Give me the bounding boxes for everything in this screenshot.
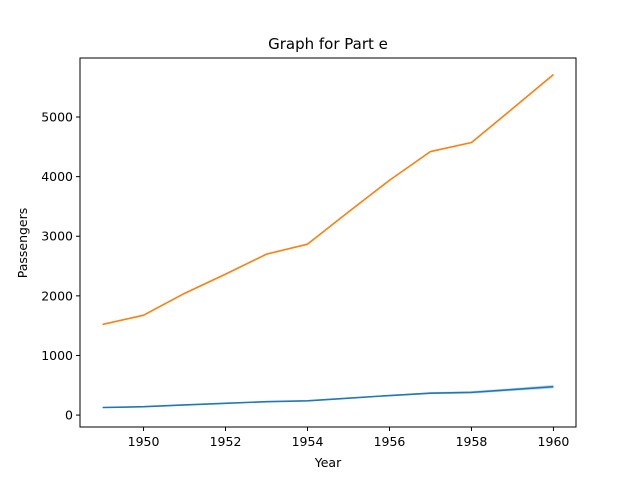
axes-frame — [79, 57, 577, 428]
y-tick-label: 0 — [65, 408, 73, 423]
x-axis: 1950 1952 1954 1956 1958 1960 — [128, 427, 570, 449]
series-2-line — [102, 73, 554, 326]
x-tick-label: 1960 — [538, 434, 570, 449]
y-tick-label: 1000 — [41, 348, 73, 363]
y-axis-label: Passengers — [15, 208, 30, 279]
x-tick-label: 1952 — [210, 434, 242, 449]
x-axis-label: Year — [314, 455, 342, 470]
y-tick-label: 5000 — [41, 110, 73, 125]
x-tick-label: 1958 — [456, 434, 488, 449]
chart-title: Graph for Part e — [268, 35, 388, 53]
x-tick-label: 1950 — [128, 434, 160, 449]
series-1-line — [102, 385, 554, 409]
y-tick-label: 4000 — [41, 169, 73, 184]
y-tick-label: 2000 — [41, 288, 73, 303]
y-tick-label: 3000 — [41, 229, 73, 244]
y-axis: 0 1000 2000 3000 4000 5000 — [41, 110, 80, 423]
x-tick-label: 1954 — [292, 434, 324, 449]
x-tick-label: 1956 — [374, 434, 406, 449]
plot-area — [102, 73, 554, 409]
